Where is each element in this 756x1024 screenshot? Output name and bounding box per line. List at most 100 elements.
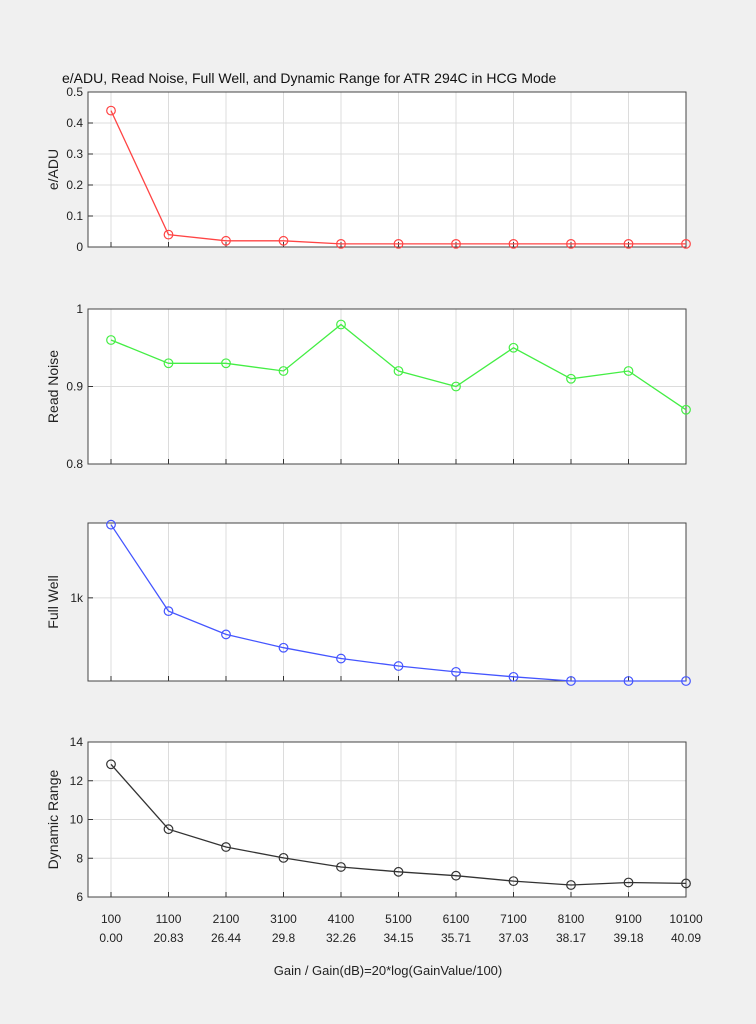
y-tick-label: 1k xyxy=(70,591,84,605)
data-point xyxy=(508,238,519,249)
data-point xyxy=(393,238,404,249)
y-tick-label: 0.2 xyxy=(66,178,83,192)
y-tick-label: 0.4 xyxy=(66,116,83,130)
data-point xyxy=(681,238,691,249)
data-point xyxy=(106,105,116,116)
y-tick-label: 6 xyxy=(76,890,83,904)
series-line xyxy=(110,524,686,682)
y-tick-label: 8 xyxy=(76,851,83,865)
data-point xyxy=(508,876,519,887)
x-tick-label-gain: 7100 xyxy=(500,912,527,926)
y-tick-label: 0.9 xyxy=(66,380,83,394)
data-point xyxy=(221,235,231,246)
x-tick-label-db: 32.26 xyxy=(326,931,356,945)
data-point xyxy=(451,238,461,249)
data-point xyxy=(623,676,634,686)
data-point xyxy=(163,358,174,369)
x-tick-label-db: 38.17 xyxy=(556,931,586,945)
subplot-4: 6 8 10 12 14 Dynamic Range xyxy=(45,735,691,904)
y-tick-label: 0.3 xyxy=(66,147,83,161)
x-tick-label-db: 20.83 xyxy=(153,931,183,945)
data-point xyxy=(681,404,691,415)
data-point xyxy=(566,238,576,249)
data-point xyxy=(393,866,404,877)
axes-frame xyxy=(87,741,687,898)
data-point xyxy=(336,319,346,330)
subplot-1: 0 0.1 0.2 0.3 0.4 0.5 e/ADU xyxy=(45,85,691,254)
x-tick-label-gain: 100 xyxy=(101,912,121,926)
data-point xyxy=(221,842,231,852)
x-tick-label-gain: 5100 xyxy=(385,912,412,926)
x-tick-label-gain: 9100 xyxy=(615,912,642,926)
y-axis-label: Full Well xyxy=(45,575,61,628)
y-tick-label: 1 xyxy=(76,302,83,316)
chart-title: e/ADU, Read Noise, Full Well, and Dynami… xyxy=(62,70,557,86)
axes-frame xyxy=(87,522,687,682)
x-tick-label-gain: 6100 xyxy=(443,912,470,926)
data-point xyxy=(393,661,404,671)
subplot-3: 1k Full Well xyxy=(45,519,691,686)
series-line xyxy=(110,323,687,411)
data-point xyxy=(623,366,634,376)
x-tick-label-db: 35.71 xyxy=(441,931,471,945)
data-point xyxy=(106,335,116,345)
y-tick-label: 0 xyxy=(76,240,83,254)
y-tick-label: 10 xyxy=(70,813,84,827)
data-point xyxy=(336,653,346,664)
data-point xyxy=(163,606,174,617)
data-point xyxy=(566,676,576,686)
x-tick-label-db: 26.44 xyxy=(211,931,241,945)
y-tick-label: 12 xyxy=(70,774,84,788)
y-tick-label: 0.1 xyxy=(66,209,83,223)
data-point xyxy=(336,862,346,872)
y-axis-label: Read Noise xyxy=(45,350,61,423)
data-point xyxy=(393,366,404,376)
x-tick-label-gain: 8100 xyxy=(558,912,585,926)
y-axis-label: e/ADU xyxy=(45,149,61,190)
x-tick-label-gain: 10100 xyxy=(669,912,703,926)
x-tick-label-db: 40.09 xyxy=(671,931,701,945)
data-point xyxy=(623,238,634,249)
data-point xyxy=(278,852,289,863)
data-point xyxy=(221,358,231,369)
data-point xyxy=(336,238,346,249)
x-tick-label-db: 34.15 xyxy=(383,931,413,945)
data-point xyxy=(451,666,461,677)
data-point xyxy=(681,676,691,686)
data-point xyxy=(278,642,289,653)
data-point xyxy=(163,229,174,240)
x-tick-label-db: 0.00 xyxy=(99,931,123,945)
x-axis-label: Gain / Gain(dB)=20*log(GainValue/100) xyxy=(274,963,502,978)
data-point xyxy=(278,366,289,376)
x-tick-label-db: 37.03 xyxy=(498,931,528,945)
x-tick-label-db: 39.18 xyxy=(613,931,643,945)
data-point xyxy=(106,759,116,770)
x-tick-label-gain: 2100 xyxy=(213,912,240,926)
x-tick-label-db: 29.8 xyxy=(272,931,296,945)
y-axis-label: Dynamic Range xyxy=(45,769,61,869)
x-tick-label-gain: 1100 xyxy=(156,912,182,926)
data-point xyxy=(451,381,461,392)
y-tick-label: 14 xyxy=(70,735,84,749)
data-point xyxy=(566,880,576,890)
plot-area xyxy=(88,92,686,247)
series-line xyxy=(110,110,686,245)
subplot-2: 0.8 0.9 1 Read Noise xyxy=(45,302,691,471)
data-point xyxy=(221,629,231,640)
data-point xyxy=(106,519,116,530)
data-point xyxy=(508,671,519,682)
axes-frame xyxy=(87,308,687,465)
x-tick-label-gain: 4100 xyxy=(328,912,355,926)
series-line xyxy=(110,763,687,886)
data-point xyxy=(681,878,691,889)
data-point xyxy=(508,342,519,353)
data-point xyxy=(566,373,576,384)
x-tick-label-gain: 3100 xyxy=(270,912,297,926)
y-tick-label: 0.5 xyxy=(66,85,83,99)
data-point xyxy=(278,235,289,246)
data-point xyxy=(451,870,461,881)
axes-frame xyxy=(87,91,687,248)
data-point xyxy=(163,824,174,835)
plot-area xyxy=(88,523,686,681)
